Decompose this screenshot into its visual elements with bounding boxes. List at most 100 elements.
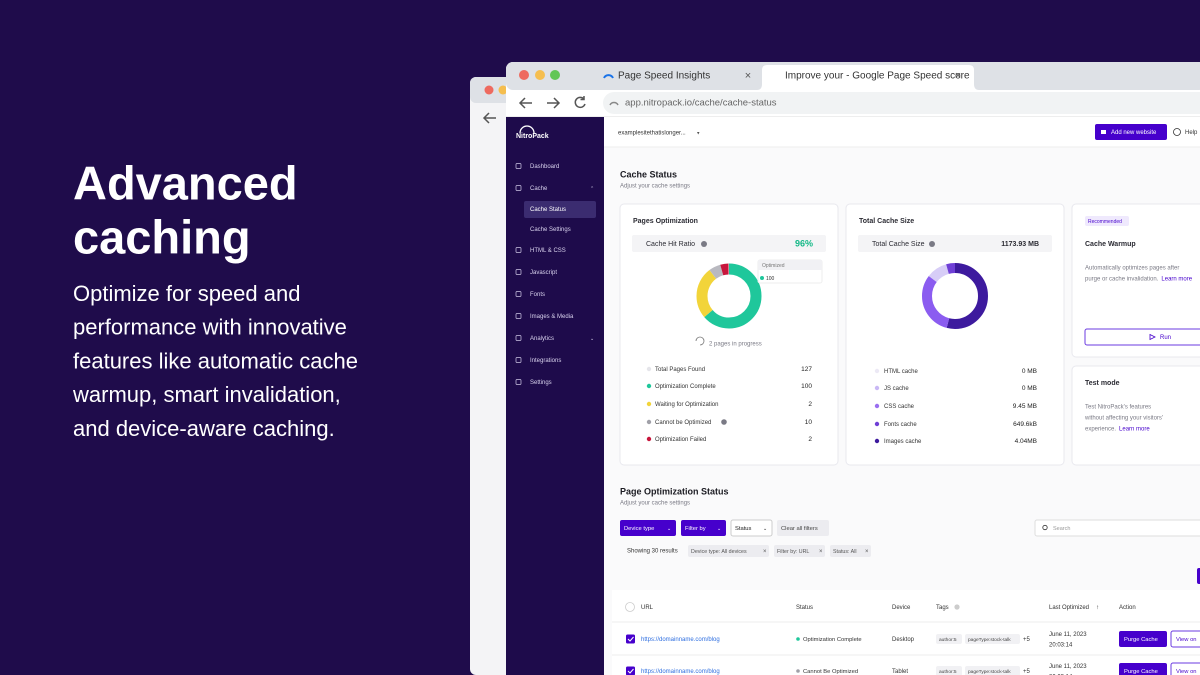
add-website-button[interactable] bbox=[1095, 124, 1167, 140]
column-header: Tags bbox=[936, 605, 949, 611]
purge-button[interactable] bbox=[1119, 631, 1167, 647]
tab-close[interactable]: × bbox=[745, 70, 751, 82]
table: URL Status Device Tags Last Optimized Action ↑… bbox=[612, 604, 1200, 675]
view-label[interactable]: View on bbox=[1176, 669, 1197, 675]
filter-label[interactable]: Status bbox=[735, 526, 752, 532]
card-text: Automatically optimizes pages after bbox=[1085, 266, 1179, 272]
sort-arrow: ↑ bbox=[1096, 605, 1099, 611]
pages-donut bbox=[696, 263, 762, 329]
device: Desktop bbox=[892, 637, 915, 643]
nav-item[interactable]: Cache bbox=[530, 186, 548, 192]
tag bbox=[965, 634, 1020, 644]
legend-dot bbox=[874, 403, 880, 409]
nav-item[interactable]: Analytics bbox=[530, 336, 554, 342]
filter-label[interactable]: Filter by bbox=[685, 526, 706, 532]
legend-value: 2 bbox=[808, 436, 812, 443]
tag-label: pageType:stock-talk bbox=[968, 637, 1011, 643]
tab-close[interactable]: × bbox=[955, 70, 961, 82]
column-header: URL bbox=[641, 605, 654, 611]
hero-line: Optimize for speed and bbox=[73, 281, 300, 306]
chip-label: Filter by: URL bbox=[777, 549, 809, 555]
view-label[interactable]: View on bbox=[1176, 637, 1197, 643]
info-icon bbox=[954, 604, 960, 610]
url-link[interactable]: https://domainname.com/blog bbox=[641, 637, 720, 643]
date: June 11, 2023 bbox=[1049, 664, 1087, 670]
search[interactable]: Search bbox=[1053, 526, 1070, 532]
chip bbox=[830, 545, 871, 557]
chip-close[interactable]: × bbox=[819, 549, 823, 555]
legend-value: 649.6kB bbox=[1013, 421, 1037, 428]
filter-button[interactable] bbox=[681, 520, 726, 536]
legend-dot bbox=[646, 383, 652, 389]
nav-icon bbox=[515, 335, 522, 341]
chip-close[interactable]: × bbox=[763, 549, 767, 555]
section-title: Cache Status bbox=[620, 169, 677, 179]
run-button[interactable]: Run bbox=[1160, 335, 1171, 341]
filter-caret: ⌄ bbox=[667, 526, 671, 532]
tag bbox=[936, 634, 962, 644]
hero-title: caching bbox=[73, 210, 251, 263]
logo[interactable]: NitroPack bbox=[516, 133, 549, 140]
legend-value: 2 bbox=[808, 401, 812, 408]
legend-value: 100 bbox=[801, 383, 812, 390]
nav-item[interactable]: Settings bbox=[530, 380, 552, 386]
nav-item[interactable]: Cache Status bbox=[530, 207, 566, 213]
url-link[interactable]: https://domainname.com/blog bbox=[641, 669, 720, 675]
column-header: Device bbox=[892, 605, 911, 611]
filters: Device type ⌄ Filter by ⌄ Status ⌄ Clear all f… bbox=[620, 519, 829, 537]
tag-label: author:5 bbox=[939, 637, 957, 643]
caret: ▾ bbox=[697, 130, 700, 136]
card-title: Cache Warmup bbox=[1085, 241, 1136, 248]
nav-item[interactable]: Fonts bbox=[530, 292, 545, 298]
filter-chips: Device type: All devices × Filter by: URL ×… bbox=[688, 545, 871, 557]
status-dot bbox=[796, 669, 800, 673]
card-text: without affecting your visitors' bbox=[1084, 416, 1163, 422]
legend-label: Cannot be Optimized bbox=[655, 420, 711, 426]
nav-icon bbox=[515, 269, 522, 275]
help[interactable]: Help bbox=[1185, 130, 1198, 136]
row-checkbox[interactable] bbox=[626, 666, 635, 675]
legend-label: Waiting for Optimization bbox=[655, 402, 718, 408]
browser-tab-active[interactable]: Improve your - Google Page Speed score bbox=[785, 71, 970, 82]
browser-tab[interactable]: Page Speed Insights bbox=[618, 71, 710, 82]
nav-item[interactable]: Integrations bbox=[530, 358, 561, 364]
nav-item[interactable]: Cache Settings bbox=[530, 227, 571, 233]
link[interactable]: Learn more bbox=[1119, 427, 1150, 433]
tag-label: pageType:stock-talk bbox=[968, 669, 1011, 675]
hero-line: performance with innovative bbox=[73, 315, 347, 340]
nav-icon bbox=[515, 291, 522, 297]
view-button[interactable] bbox=[1170, 662, 1200, 675]
filter-button[interactable] bbox=[730, 519, 773, 537]
tag-more: +5 bbox=[1023, 669, 1031, 675]
nav-item[interactable]: HTML & CSS bbox=[530, 248, 566, 254]
nav-item[interactable]: Dashboard bbox=[530, 164, 559, 170]
nav-icon bbox=[515, 313, 522, 319]
address-bar[interactable]: app.nitropack.io/cache/cache-status bbox=[625, 98, 777, 109]
site-selector[interactable]: examplesitethatislonger... bbox=[618, 131, 686, 137]
add-website-label[interactable]: Add new website bbox=[1111, 130, 1157, 136]
nav-item[interactable]: Images & Media bbox=[530, 314, 574, 320]
purge-label[interactable]: Purge Cache bbox=[1124, 669, 1158, 675]
legend-dot bbox=[874, 438, 880, 444]
filter-label[interactable]: Clear all filters bbox=[781, 526, 818, 532]
legend-dot bbox=[646, 436, 652, 442]
link[interactable]: Learn more bbox=[1161, 277, 1192, 283]
legend-value: 10 bbox=[805, 419, 813, 426]
legend-dot bbox=[646, 419, 652, 425]
hit-value: 96% bbox=[795, 238, 813, 248]
purge-label[interactable]: Purge Cache bbox=[1124, 637, 1158, 643]
column-header: Status bbox=[796, 605, 813, 611]
purge-button[interactable] bbox=[1119, 663, 1167, 675]
nav-item[interactable]: Javascript bbox=[530, 270, 557, 276]
nav-icon bbox=[515, 357, 522, 363]
filter-button[interactable] bbox=[620, 520, 676, 536]
legend-label: Fonts cache bbox=[884, 422, 917, 428]
view-button[interactable] bbox=[1170, 630, 1200, 648]
nav-icon bbox=[515, 185, 522, 191]
filter-caret: ⌄ bbox=[763, 526, 767, 532]
filter-button[interactable] bbox=[777, 520, 829, 536]
row-checkbox[interactable] bbox=[626, 634, 635, 644]
filter-label[interactable]: Device type bbox=[624, 526, 654, 532]
chip-close[interactable]: × bbox=[865, 549, 869, 555]
